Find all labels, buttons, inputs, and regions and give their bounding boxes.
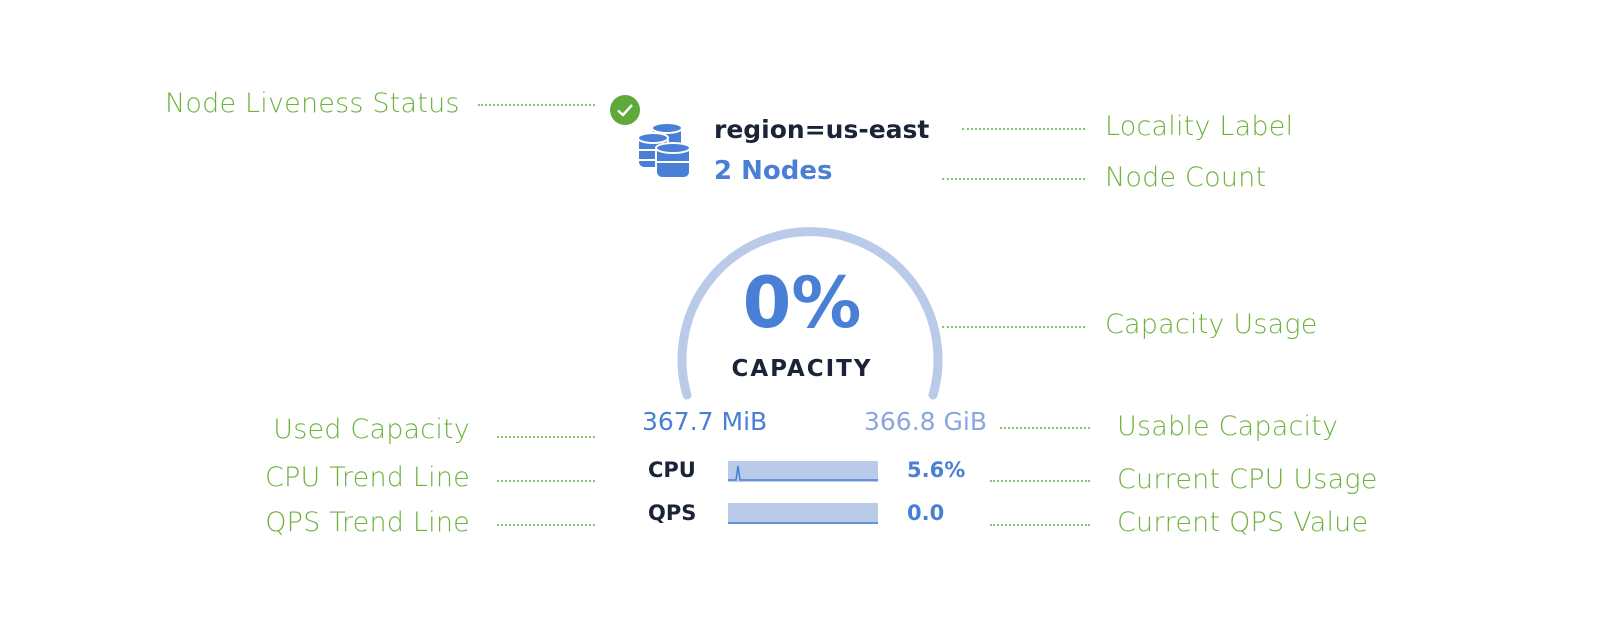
- leader-line: [497, 480, 595, 482]
- annotation-cpu-trend: CPU Trend Line: [264, 462, 470, 493]
- gauge-track: [677, 227, 943, 400]
- annotation-node-count: Node Count: [1105, 162, 1267, 193]
- leader-line: [990, 524, 1090, 526]
- annotation-used-capacity: Used Capacity: [273, 414, 470, 445]
- annotation-liveness: Node Liveness Status: [165, 88, 460, 119]
- used-capacity: 367.7 MiB: [642, 407, 768, 436]
- node-count[interactable]: 2 Nodes: [714, 156, 833, 186]
- qps-sparkline[interactable]: [728, 503, 878, 524]
- leader-line: [990, 480, 1090, 482]
- annotation-capacity-usage: Capacity Usage: [1105, 309, 1318, 340]
- cpu-sparkline[interactable]: [728, 461, 878, 482]
- locality-label: region=us-east: [714, 115, 930, 144]
- usable-capacity: 366.8 GiB: [864, 407, 987, 436]
- cpu-label: CPU: [648, 458, 696, 482]
- database-icon: [637, 122, 691, 179]
- leader-line: [962, 128, 1085, 130]
- leader-line: [942, 326, 1085, 328]
- leader-line: [1000, 427, 1090, 429]
- capacity-percent: 0%: [742, 262, 862, 344]
- capacity-label: CAPACITY: [731, 356, 873, 382]
- annotation-usable-capacity: Usable Capacity: [1117, 411, 1339, 442]
- leader-line: [942, 178, 1085, 180]
- qps-value: 0.0: [907, 501, 945, 525]
- cpu-value: 5.6%: [907, 458, 966, 482]
- annotation-current-qps: Current QPS Value: [1117, 507, 1369, 538]
- leader-line: [497, 436, 595, 438]
- annotation-qps-trend: QPS Trend Line: [265, 507, 470, 538]
- leader-line: [497, 524, 595, 526]
- check-circle-icon: [610, 95, 640, 125]
- qps-label: QPS: [648, 501, 697, 525]
- annotation-current-cpu: Current CPU Usage: [1117, 464, 1378, 495]
- leader-line: [478, 104, 595, 106]
- annotation-locality: Locality Label: [1105, 111, 1294, 142]
- capacity-gauge: [677, 227, 943, 400]
